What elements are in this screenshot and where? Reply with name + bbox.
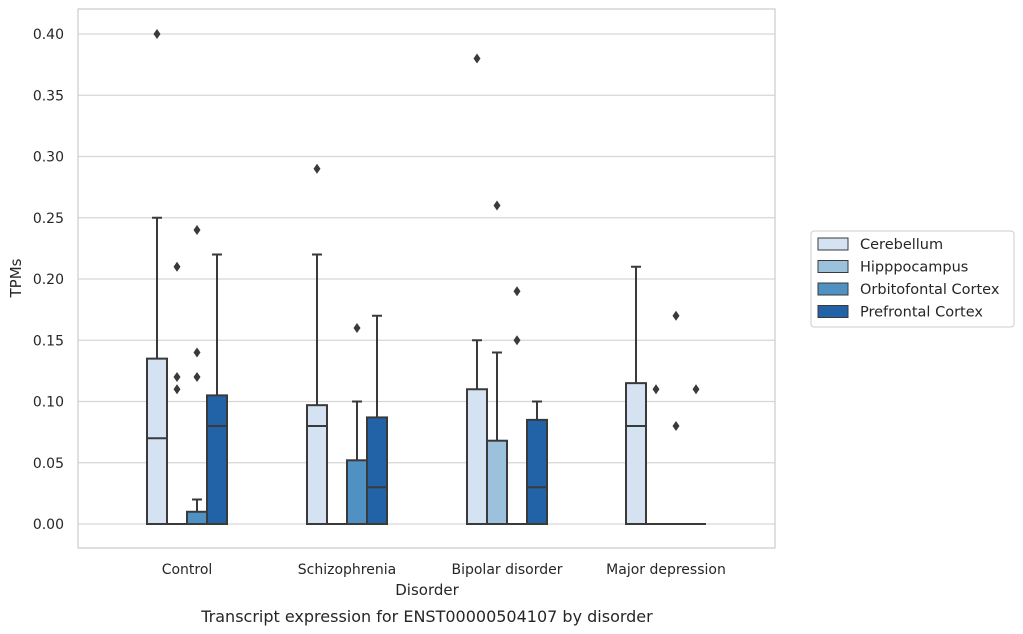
y-tick-label: 0.20 xyxy=(33,272,64,288)
box-orbitofontal-cortex-control xyxy=(186,225,208,525)
x-tick-label: Bipolar disorder xyxy=(451,562,562,578)
legend-swatch xyxy=(817,237,849,251)
y-tick-label: 0.35 xyxy=(33,88,64,104)
legend-swatch xyxy=(817,260,849,273)
box-prefrontal-cortex-control xyxy=(206,253,228,525)
outlier-point xyxy=(672,421,680,431)
outlier-point xyxy=(173,372,181,382)
outlier-point xyxy=(513,335,521,346)
outlier-point xyxy=(193,372,201,382)
outlier-point xyxy=(193,225,201,235)
box-prefrontal-cortex-major-depression xyxy=(686,384,706,525)
outlier-point xyxy=(353,323,361,333)
box-cerebellum-schizophrenia xyxy=(306,163,328,525)
outlier-point xyxy=(513,286,521,297)
box-body xyxy=(146,357,168,525)
outlier-point xyxy=(672,310,680,321)
box-cerebellum-major-depression xyxy=(625,265,647,525)
box-cerebellum-bipolar-disorder xyxy=(466,53,488,525)
box-body xyxy=(486,439,508,526)
box-cerebellum-control xyxy=(146,29,168,525)
box-body xyxy=(206,394,228,525)
box-orbitofontal-cortex-bipolar-disorder xyxy=(507,286,527,525)
box-body xyxy=(366,416,388,525)
box-plots xyxy=(146,29,706,526)
y-tick-label: 0.10 xyxy=(33,395,64,411)
x-axis-label: Disorder xyxy=(395,581,459,599)
box-body xyxy=(346,459,368,525)
box-body xyxy=(526,418,548,525)
outlier-point xyxy=(692,384,700,395)
y-tick-label: 0.40 xyxy=(33,27,64,43)
legend-swatch xyxy=(817,282,849,296)
x-tick-label: Control xyxy=(162,562,213,578)
chart-caption: Transcript expression for ENST0000050410… xyxy=(200,607,653,626)
y-tick-label: 0.15 xyxy=(33,333,64,349)
outlier-point xyxy=(193,347,201,358)
box-body xyxy=(466,388,488,525)
legend-frame xyxy=(810,230,1015,328)
outlier-point xyxy=(153,29,161,39)
x-axis-ticks: Control Schizophrenia Bipolar disorder Majo… xyxy=(162,562,726,578)
outlier-point xyxy=(493,200,501,211)
box-prefrontal-cortex-bipolar-disorder xyxy=(526,400,548,525)
legend-swatch xyxy=(817,305,849,318)
x-tick-label: Major depression xyxy=(606,562,726,578)
box-prefrontal-cortex-schizophrenia xyxy=(366,314,388,525)
outlier-point xyxy=(313,163,321,174)
legend-label: Orbitofontal Cortex xyxy=(860,282,1000,298)
y-tick-label: 0.00 xyxy=(33,517,64,533)
y-tick-label: 0.30 xyxy=(33,150,64,166)
y-tick-label: 0.25 xyxy=(33,211,64,227)
x-tick-label: Schizophrenia xyxy=(298,562,396,578)
y-axis-ticks: 0.00 0.05 0.10 0.15 0.20 0.25 0.30 0.35 0.40 xyxy=(33,27,64,533)
legend-label: Cerebellum xyxy=(860,237,943,253)
legend-label: Prefrontal Cortex xyxy=(860,305,983,321)
legend: Cerebellum Hipppocampus Orbitofontal Corte… xyxy=(810,230,1015,328)
outlier-point xyxy=(652,384,660,395)
box-body xyxy=(306,404,328,525)
box-hipppocampus-major-depression xyxy=(646,384,666,525)
box-body xyxy=(625,382,647,525)
box-hipppocampus-bipolar-disorder xyxy=(486,200,508,526)
y-tick-label: 0.05 xyxy=(33,456,64,472)
box-body xyxy=(186,510,208,525)
plot-frame xyxy=(77,8,776,549)
box-orbitofontal-cortex-major-depression xyxy=(666,310,686,525)
y-axis-label: TPMs xyxy=(7,258,25,298)
outlier-point xyxy=(173,384,181,395)
box-hipppocampus-control xyxy=(167,261,187,525)
outlier-point xyxy=(473,53,481,64)
box-orbitofontal-cortex-schizophrenia xyxy=(346,323,368,525)
legend-label: Hipppocampus xyxy=(860,260,968,276)
outlier-point xyxy=(173,261,181,272)
